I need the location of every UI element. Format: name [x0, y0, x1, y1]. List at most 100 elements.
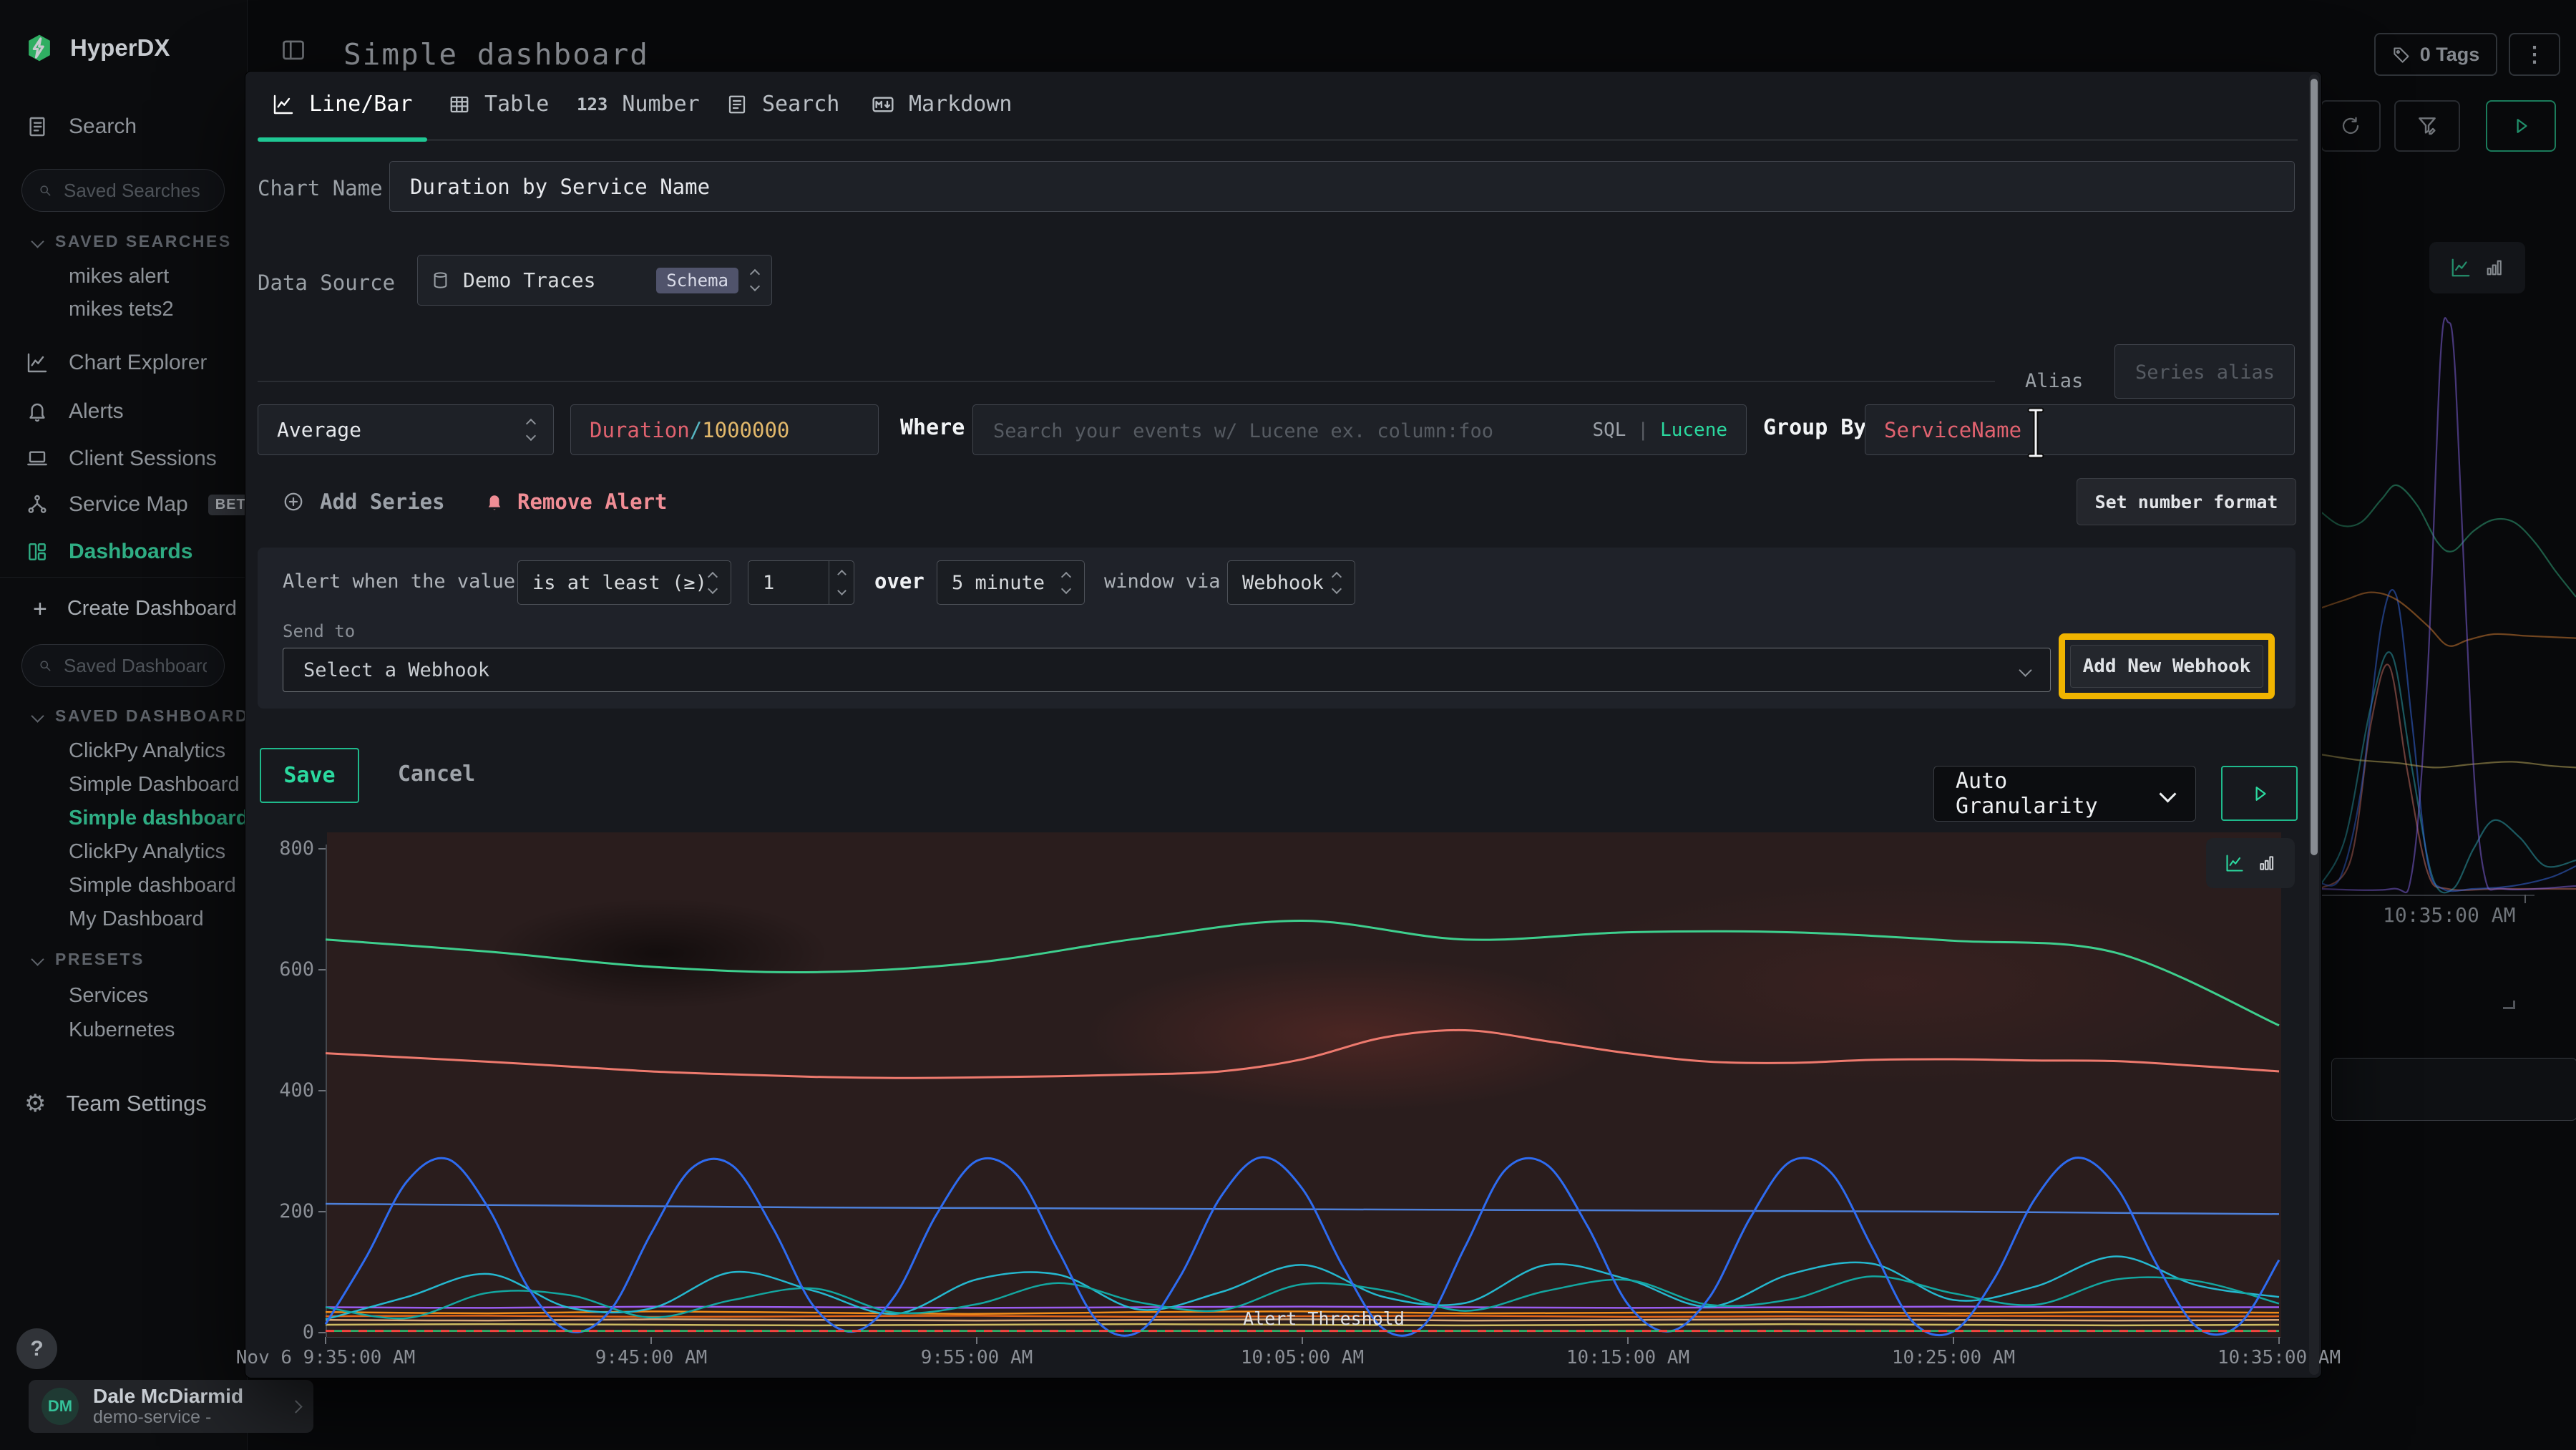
add-new-webhook-button[interactable]: Add New Webhook	[2070, 645, 2263, 688]
saved-searches-header[interactable]: SAVED SEARCHES	[31, 232, 232, 251]
data-source-value: Demo Traces	[463, 268, 596, 292]
alert-channel-select[interactable]: Webhook	[1227, 560, 1355, 605]
create-dashboard-button[interactable]: + Create Dashboard	[33, 595, 237, 623]
alert-condition-select[interactable]: is at least (≥)	[517, 560, 731, 605]
sidebar-item-client-sessions[interactable]: Client Sessions	[26, 447, 217, 471]
preview-run-button[interactable]	[2221, 766, 2298, 821]
tab-markdown[interactable]: Markdown	[872, 92, 1013, 117]
saved-dashboard-item[interactable]: Simple dashboard	[69, 874, 236, 897]
bg-chart-x-label: 10:35:00 AM	[2383, 903, 2516, 927]
saved-dashboard-item[interactable]: ClickPy Analytics	[69, 739, 226, 762]
granularity-select[interactable]: Auto Granularity	[1933, 766, 2196, 822]
sidebar-collapse-icon[interactable]	[280, 37, 306, 63]
run-query-button[interactable]	[2486, 100, 2556, 152]
alert-value-input[interactable]	[748, 560, 854, 605]
x-tick-label: 10:25:00 AM	[1891, 1347, 2016, 1368]
modal-scrollbar-track[interactable]	[2309, 74, 2319, 1375]
refresh-button[interactable]	[2321, 100, 2381, 152]
tab-table[interactable]: Table	[449, 92, 549, 117]
number-stepper[interactable]	[829, 561, 854, 604]
add-series-button[interactable]: Add Series	[283, 490, 445, 514]
y-tick-label: 200	[279, 1200, 314, 1222]
tab-line-bar[interactable]: Line/Bar	[272, 92, 413, 117]
tab-search[interactable]: Search	[726, 92, 839, 117]
sidebar-item-team-settings[interactable]: ⚙ Team Settings	[24, 1090, 207, 1117]
preview-chart[interactable]	[324, 845, 2280, 1337]
more-options-button[interactable]: ⋮	[2509, 33, 2560, 76]
brand[interactable]: HyperDX	[24, 33, 170, 63]
select-chevrons-icon	[1060, 571, 1072, 594]
event-search-input[interactable]: SQL | Lucene	[972, 404, 1747, 455]
saved-dashboard-item-active[interactable]: Simple dashboard	[69, 807, 249, 829]
presets-header[interactable]: PRESETS	[31, 950, 145, 969]
y-tick	[318, 1332, 326, 1333]
help-button[interactable]: ?	[16, 1328, 57, 1369]
webhook-select[interactable]: Select a Webhook	[283, 648, 2051, 692]
alert-threshold-label: Alert Threshold	[1243, 1308, 1405, 1329]
preset-item[interactable]: Services	[69, 984, 149, 1007]
plus-icon: +	[33, 595, 47, 623]
saved-dashboards-input[interactable]	[21, 644, 225, 687]
bar-chart-icon[interactable]	[2258, 854, 2276, 872]
y-tick-label: 600	[279, 958, 314, 981]
line-chart-icon[interactable]	[2225, 853, 2245, 873]
saved-searches-input[interactable]	[21, 169, 225, 212]
event-search-field[interactable]	[992, 417, 1581, 443]
cancel-button[interactable]: Cancel	[397, 762, 476, 787]
group-by-label: Group By	[1763, 415, 1867, 440]
bg-chart-type-toolbar[interactable]	[2429, 242, 2525, 293]
chart-name-field[interactable]	[409, 173, 2275, 200]
lucene-mode-toggle[interactable]: Lucene	[1660, 419, 1727, 441]
alert-config-panel: Alert when the value is at least (≥) ove…	[258, 548, 2296, 709]
data-source-select[interactable]: Demo Traces Schema	[417, 255, 772, 306]
play-icon	[2255, 786, 2266, 801]
send-to-label: Send to	[283, 621, 356, 641]
chart-name-input[interactable]	[389, 161, 2295, 212]
bell-icon	[488, 495, 501, 510]
sidebar-item-search[interactable]: Search	[26, 115, 137, 139]
resize-handle-icon[interactable]	[2503, 1001, 2515, 1009]
saved-search-item[interactable]: mikes alert	[69, 265, 170, 288]
alert-window-select[interactable]: 5 minute	[937, 560, 1085, 605]
group-by-input[interactable]: ServiceName	[1865, 404, 2295, 455]
sidebar-item-chart-explorer[interactable]: Chart Explorer	[26, 351, 207, 375]
save-button[interactable]: Save	[260, 748, 359, 803]
y-axis-line	[326, 845, 327, 1337]
chart-line-icon	[27, 353, 47, 373]
saved-dashboards-field[interactable]	[62, 653, 208, 678]
laptop-icon	[27, 451, 47, 466]
alert-prefix: Alert when the value	[283, 570, 516, 593]
modal-scrollbar-thumb[interactable]	[2311, 79, 2318, 855]
sql-mode-toggle[interactable]: SQL	[1592, 419, 1626, 441]
active-tab-underline	[258, 137, 427, 142]
stepper-up-icon[interactable]	[836, 570, 847, 579]
tags-button[interactable]: 0 Tags	[2374, 33, 2497, 76]
formula-input[interactable]: Duration/1000000	[570, 404, 879, 455]
stepper-down-icon[interactable]	[836, 586, 847, 595]
sidebar-item-dashboards[interactable]: Dashboards	[26, 540, 192, 564]
tab-number[interactable]: 123 Number	[577, 92, 700, 117]
saved-search-item[interactable]: mikes tets2	[69, 298, 174, 321]
saved-dashboards-header[interactable]: SAVED DASHBOARDS	[31, 706, 262, 726]
alias-field[interactable]	[2134, 359, 2275, 384]
database-icon	[434, 272, 447, 288]
filter-button[interactable]	[2394, 100, 2460, 152]
alias-input[interactable]	[2114, 344, 2295, 399]
user-card[interactable]: DM Dale McDiarmid demo-service -	[29, 1380, 313, 1433]
sidebar-item-alerts[interactable]: Alerts	[26, 399, 124, 424]
alert-value-field[interactable]	[748, 570, 829, 595]
aggregation-select[interactable]: Average	[258, 404, 554, 455]
chart-name-label: Chart Name	[258, 176, 383, 200]
x-tick-label: 10:35:00 AM	[2217, 1347, 2341, 1368]
bg-chart-axis	[2320, 895, 2534, 896]
sidebar-item-service-map[interactable]: Service Map BETA	[26, 492, 263, 517]
saved-searches-field[interactable]	[62, 178, 208, 203]
y-tick	[318, 1090, 326, 1091]
remove-alert-button[interactable]: Remove Alert	[484, 490, 668, 514]
y-tick-label: 400	[279, 1079, 314, 1101]
saved-dashboard-item[interactable]: ClickPy Analytics	[69, 840, 226, 863]
saved-dashboard-item[interactable]: My Dashboard	[69, 908, 204, 930]
preset-item[interactable]: Kubernetes	[69, 1018, 175, 1041]
saved-dashboard-item[interactable]: Simple Dashboard	[69, 773, 240, 796]
set-number-format-button[interactable]: Set number format	[2077, 478, 2296, 525]
